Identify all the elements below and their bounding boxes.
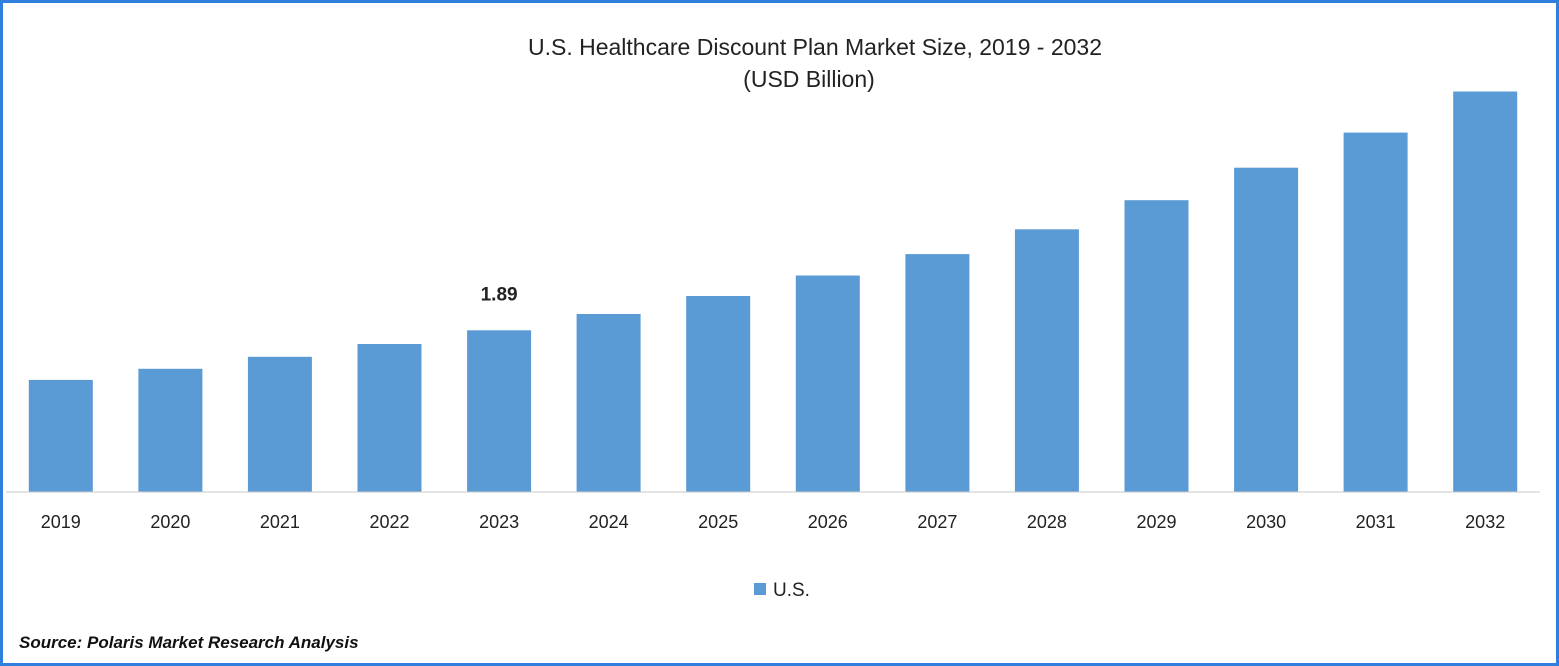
x-tick-label-2024: 2024 bbox=[589, 512, 629, 532]
legend-label-us: U.S. bbox=[773, 580, 810, 601]
x-tick-label-2030: 2030 bbox=[1246, 512, 1286, 532]
x-tick-label-2019: 2019 bbox=[41, 512, 81, 532]
chart-subtitle: (USD Billion) bbox=[743, 66, 875, 92]
bar-2029 bbox=[1124, 200, 1189, 492]
bar-chart: U.S. Healthcare Discount Plan Market Siz… bbox=[6, 34, 1540, 601]
x-tick-label-2028: 2028 bbox=[1027, 512, 1067, 532]
x-tick-label-2021: 2021 bbox=[260, 512, 300, 532]
bar-2024 bbox=[576, 314, 641, 492]
bar-2020 bbox=[138, 368, 203, 492]
x-tick-label-2029: 2029 bbox=[1136, 512, 1176, 532]
bar-2019 bbox=[28, 379, 93, 492]
legend-swatch-us bbox=[754, 583, 766, 595]
source-note: Source: Polaris Market Research Analysis bbox=[19, 633, 359, 652]
bar-2030 bbox=[1234, 167, 1299, 492]
bar-2021 bbox=[247, 356, 312, 492]
bar-2026 bbox=[795, 275, 860, 492]
x-tick-label-2027: 2027 bbox=[917, 512, 957, 532]
x-tick-label-2025: 2025 bbox=[698, 512, 738, 532]
x-tick-label-2032: 2032 bbox=[1465, 512, 1505, 532]
x-tick-label-2020: 2020 bbox=[150, 512, 190, 532]
x-tick-label-2023: 2023 bbox=[479, 512, 519, 532]
data-labels: 1.89 bbox=[481, 284, 518, 305]
bars-group bbox=[28, 91, 1518, 493]
legend: U.S. bbox=[754, 580, 810, 601]
chart-title: U.S. Healthcare Discount Plan Market Siz… bbox=[528, 34, 1102, 60]
bar-2023 bbox=[467, 330, 532, 492]
x-tick-label-2022: 2022 bbox=[369, 512, 409, 532]
data-label-2023: 1.89 bbox=[481, 284, 518, 305]
bar-2031 bbox=[1343, 132, 1408, 492]
bar-2032 bbox=[1453, 91, 1518, 492]
bar-2027 bbox=[905, 254, 970, 492]
x-tick-labels: 2019 2020 2021 2022 2023 2024 2025 2026 2027 2028… bbox=[41, 512, 1505, 532]
x-tick-label-2031: 2031 bbox=[1356, 512, 1396, 532]
bar-2022 bbox=[357, 344, 422, 492]
x-tick-label-2026: 2026 bbox=[808, 512, 848, 532]
bar-2025 bbox=[686, 296, 751, 492]
bar-2028 bbox=[1014, 229, 1079, 493]
